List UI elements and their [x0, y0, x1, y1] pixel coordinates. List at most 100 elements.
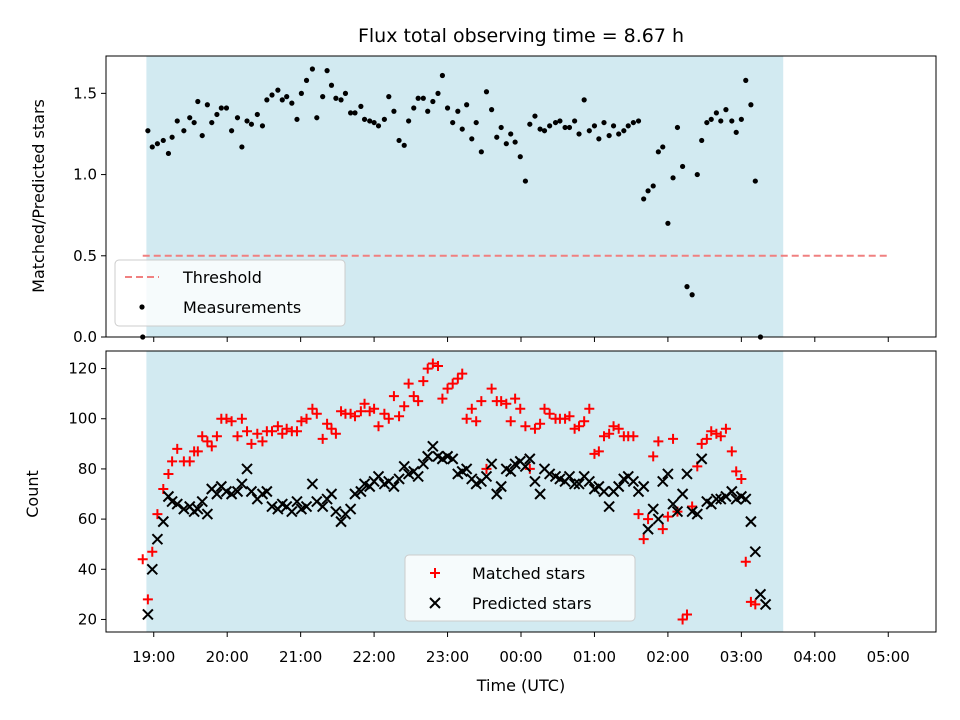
data-point: [435, 90, 441, 96]
data-point: [662, 468, 674, 480]
data-point: [476, 396, 487, 407]
data-point: [660, 144, 666, 150]
data-point: [505, 465, 517, 478]
x-tick-label: 01:00: [573, 648, 616, 666]
data-point: [322, 418, 333, 429]
x-tick-label: 19:00: [132, 648, 175, 666]
data-point: [593, 446, 604, 457]
data-point: [665, 220, 671, 226]
data-point: [641, 196, 647, 202]
data-point: [563, 470, 576, 483]
data-point: [738, 116, 744, 122]
data-point: [314, 115, 320, 121]
data-point: [229, 128, 235, 134]
data-point: [281, 423, 292, 434]
data-point: [494, 134, 500, 140]
y-tick-label: 80: [78, 460, 97, 478]
data-point: [286, 505, 298, 518]
x-tick-label: 20:00: [206, 648, 249, 666]
data-point: [291, 495, 303, 508]
data-point: [316, 500, 329, 513]
data-point: [478, 149, 484, 155]
data-point: [252, 428, 263, 439]
data-point: [264, 97, 270, 103]
data-point: [541, 128, 548, 134]
data-point: [446, 453, 459, 465]
data-point: [489, 107, 495, 113]
data-point: [333, 95, 339, 101]
x-axis-label: Time (UTC): [476, 676, 565, 695]
data-point: [187, 115, 193, 121]
data-point: [689, 292, 695, 298]
x-tick-label: 00:00: [499, 648, 542, 666]
data-point: [425, 108, 431, 114]
data-point: [457, 368, 468, 379]
data-point: [706, 426, 717, 437]
data-point: [469, 136, 475, 142]
x-tick-label: 02:00: [646, 648, 689, 666]
counts-panel: 20 40 60 80 100 120 19:00 20:00 21:00 22:00 23:00 0…: [68, 350, 937, 666]
data-point: [169, 134, 175, 140]
data-point: [642, 523, 654, 535]
data-point: [740, 556, 751, 567]
data-point: [415, 95, 421, 101]
data-point: [394, 411, 405, 422]
data-point: [586, 128, 592, 134]
data-point: [239, 144, 245, 150]
data-point: [557, 118, 563, 124]
data-point: [142, 608, 154, 621]
data-point: [152, 509, 163, 520]
data-point: [291, 426, 302, 437]
data-point: [452, 373, 463, 384]
data-point: [670, 175, 676, 181]
data-point: [701, 433, 712, 444]
legend-measurements-swatch: [139, 304, 145, 310]
data-point: [388, 391, 399, 402]
legend-box: [114, 259, 346, 327]
data-point: [201, 508, 214, 520]
data-point: [752, 178, 758, 184]
y-tick-label: 120: [68, 360, 97, 378]
data-point: [455, 108, 461, 114]
data-point: [743, 77, 749, 83]
data-point: [358, 103, 364, 109]
data-point: [662, 511, 673, 522]
data-point: [195, 98, 201, 105]
data-point: [534, 488, 546, 500]
data-point: [517, 154, 523, 160]
data-point: [257, 436, 268, 447]
data-point: [275, 87, 281, 93]
data-point: [324, 68, 330, 74]
legend-measurements-label: Measurements: [183, 298, 301, 317]
data-point: [677, 614, 688, 625]
data-point: [674, 124, 681, 131]
y-tick-label: 1.0: [73, 166, 97, 184]
data-point: [226, 416, 237, 427]
data-point: [418, 376, 429, 387]
series-predicted-stars: [142, 440, 772, 621]
y-tick-label: 20: [78, 610, 97, 628]
data-point: [715, 431, 726, 442]
data-point: [699, 137, 705, 144]
data-point: [485, 458, 498, 470]
data-point: [508, 131, 514, 137]
data-point: [269, 92, 275, 98]
data-point: [676, 488, 689, 500]
data-point: [501, 398, 512, 409]
data-point: [248, 121, 255, 127]
data-point: [412, 470, 424, 483]
data-point: [422, 450, 434, 463]
data-point: [413, 396, 424, 407]
data-point: [486, 383, 497, 394]
data-point: [635, 118, 642, 124]
data-point: [574, 421, 585, 432]
data-point: [522, 178, 529, 184]
data-point: [367, 118, 373, 124]
data-point: [149, 144, 155, 150]
data-point: [359, 398, 370, 409]
data-point: [420, 95, 426, 101]
data-point: [544, 408, 555, 419]
data-point: [652, 513, 665, 525]
data-point: [496, 396, 507, 407]
data-point: [736, 473, 747, 484]
